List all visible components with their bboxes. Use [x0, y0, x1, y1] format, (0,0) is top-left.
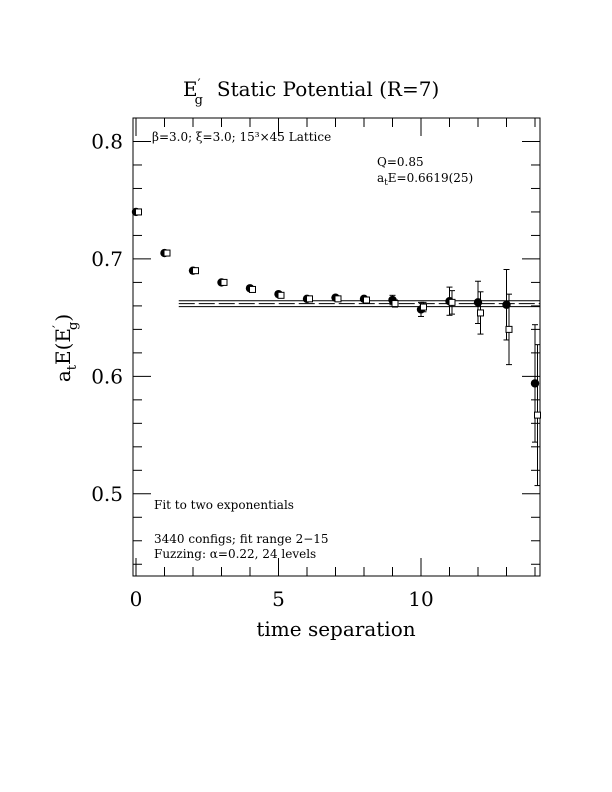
fit-band	[178, 300, 540, 308]
fit-annotation: Fit to two exponentials	[154, 498, 294, 512]
ylabel-close: )	[51, 314, 75, 322]
x-tick-label: 10	[408, 587, 433, 611]
point-open-square	[192, 267, 199, 275]
ate-annotation: atE=0.6619(25)	[377, 171, 473, 188]
chart-title: E′ g Static Potential (R=7)	[183, 77, 439, 108]
x-tick-label: 0	[130, 587, 143, 611]
point-open-square	[448, 298, 456, 306]
fuzzing-annotation: Fuzzing: α=0.22, 24 levels	[154, 547, 316, 561]
ate-prefix: a	[377, 171, 384, 185]
point-open-square	[277, 291, 285, 299]
point-open-square	[391, 300, 399, 308]
q-annotation: Q=0.85	[377, 155, 424, 169]
ylabel-a: a	[51, 370, 75, 382]
y-tick-label: 0.8	[91, 129, 123, 153]
lattice-annotation: β=3.0; ξ=3.0; 15³×45 Lattice	[152, 130, 331, 144]
ate-rest: E=0.6619(25)	[388, 171, 473, 185]
point-open-square	[477, 309, 484, 317]
point-open-square	[505, 325, 513, 333]
title-base: E	[183, 77, 198, 101]
point-open-square	[534, 411, 541, 419]
title-rest: Static Potential (R=7)	[217, 77, 439, 101]
point-open-square	[334, 295, 342, 303]
ylabel-E: E(E	[51, 328, 75, 365]
title-sub: g	[195, 93, 203, 108]
point-open-square	[249, 285, 256, 293]
data-points	[131, 207, 541, 487]
point-open-square	[163, 249, 171, 257]
plot-frame	[132, 117, 541, 577]
ylabel-t: t	[65, 364, 80, 370]
point-open-square	[135, 208, 142, 216]
title-prime: ′	[198, 77, 201, 92]
point-open-square	[420, 303, 427, 311]
y-tick-label: 0.5	[91, 482, 123, 506]
configs-annotation: 3440 configs; fit range 2−15	[154, 532, 329, 546]
x-tick-label: 5	[272, 587, 285, 611]
y-tick-label: 0.6	[91, 364, 123, 388]
y-tick-label: 0.7	[91, 247, 123, 271]
point-open-square	[220, 278, 228, 286]
ate-sub: t	[384, 178, 388, 188]
axis-ticks	[133, 117, 540, 576]
ylabel-prime: ′	[51, 325, 66, 328]
point-open-square	[363, 296, 370, 304]
y-axis-title: atE(E′g)	[51, 314, 81, 382]
point-open-square	[306, 295, 313, 303]
ylabel-g: g	[66, 322, 81, 330]
x-axis-title: time separation	[256, 617, 415, 641]
axis-tick-labels: 0.5 0.6 0.7 0.8 0 5 10	[91, 129, 434, 611]
